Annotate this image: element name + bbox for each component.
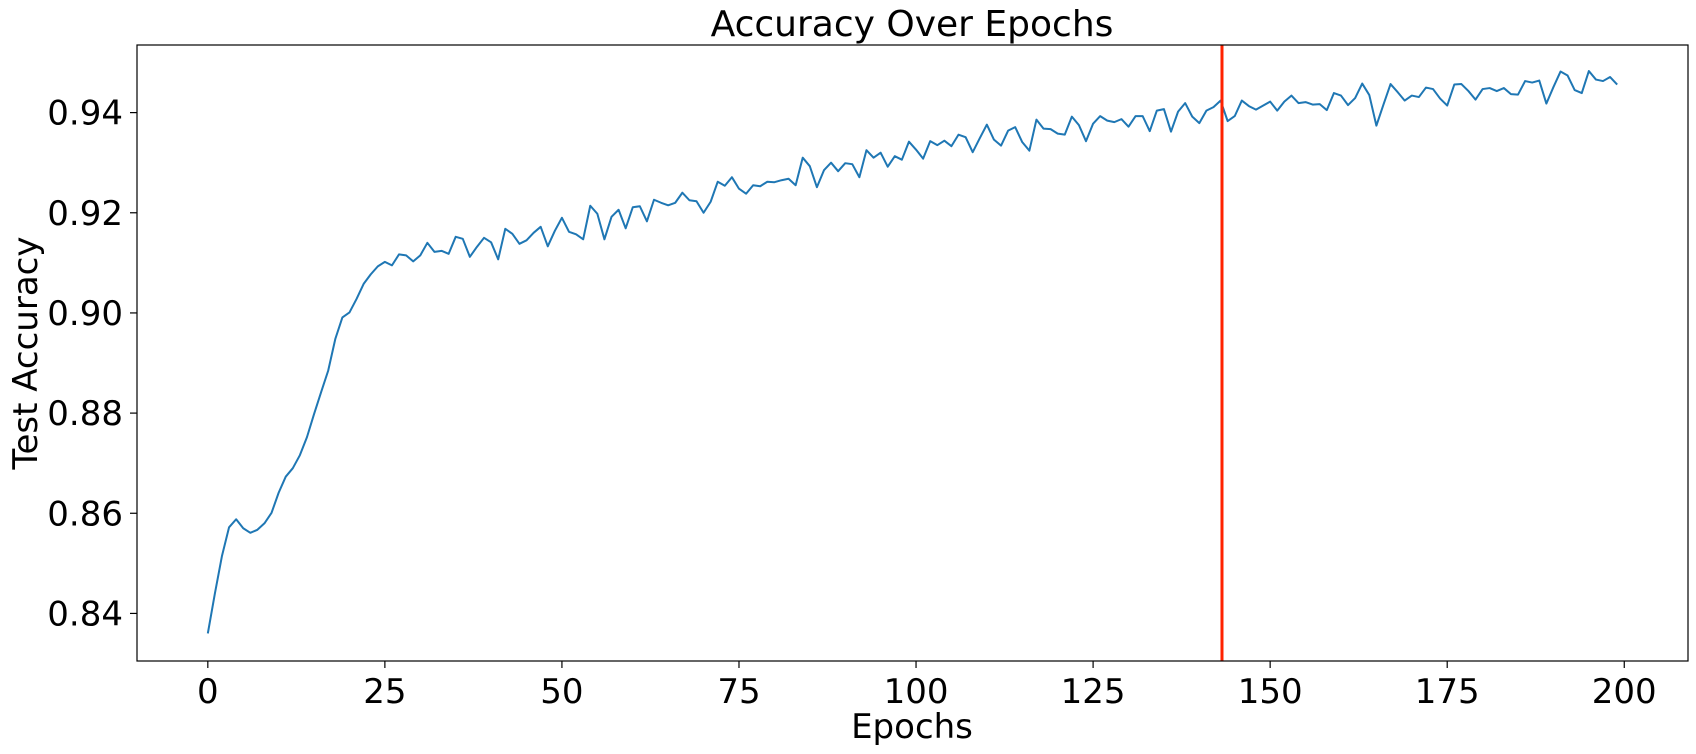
x-tick-label: 200 xyxy=(1592,672,1657,712)
x-tick-label: 175 xyxy=(1415,672,1480,712)
x-axis-label: Epochs xyxy=(851,707,973,747)
y-tick-label: 0.90 xyxy=(47,294,123,334)
x-tick-label: 75 xyxy=(717,672,760,712)
x-tick-label: 25 xyxy=(363,672,406,712)
y-axis-label: Test Accuracy xyxy=(6,237,46,471)
y-axis: 0.84 0.86 0.88 0.90 0.92 0.94 xyxy=(47,94,137,634)
plot-area xyxy=(206,45,1618,661)
plot-frame xyxy=(136,44,1689,662)
x-tick-label: 0 xyxy=(197,672,219,712)
series-line-0 xyxy=(206,70,1618,634)
x-tick-label: 50 xyxy=(540,672,583,712)
y-tick-label: 0.86 xyxy=(47,494,123,534)
x-tick-label: 125 xyxy=(1061,672,1126,712)
y-tick-label: 0.84 xyxy=(47,594,123,634)
y-tick-label: 0.92 xyxy=(47,194,123,234)
y-tick-label: 0.88 xyxy=(47,394,123,434)
chart-title: Accuracy Over Epochs xyxy=(711,4,1114,45)
x-tick-label: 150 xyxy=(1238,672,1303,712)
x-axis: 0 25 50 75 100 125 150 175 200 xyxy=(197,661,1657,712)
y-tick-label: 0.94 xyxy=(47,94,123,134)
x-tick-label: 100 xyxy=(884,672,949,712)
